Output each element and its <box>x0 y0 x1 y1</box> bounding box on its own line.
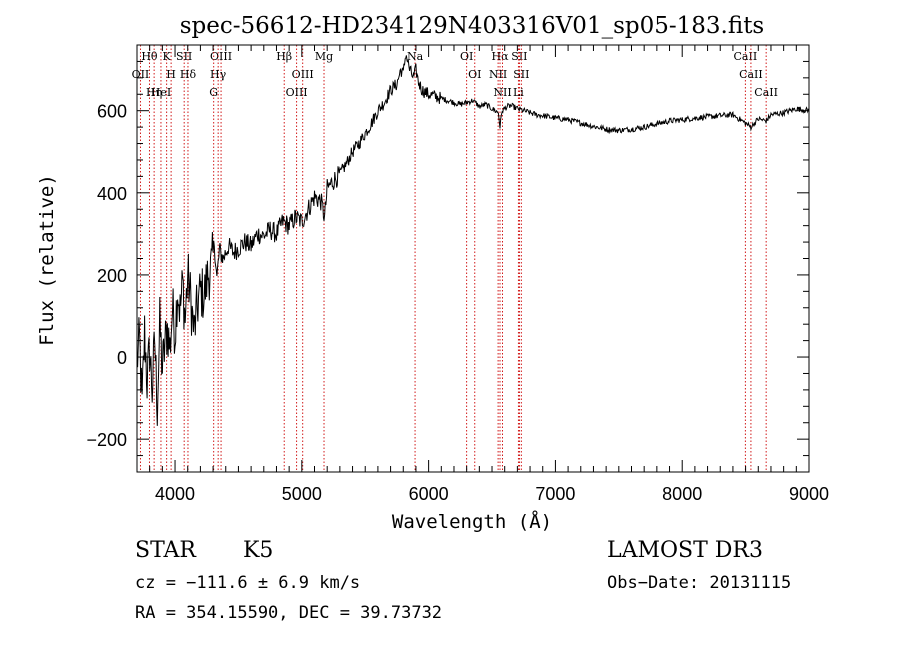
y-tick-label: 600 <box>97 102 127 122</box>
spectrum-layer <box>136 55 810 426</box>
line-marker-label-11: Hβ <box>276 50 292 63</box>
object-class: STAR <box>135 538 196 563</box>
x-tick-label: 8000 <box>662 484 702 504</box>
axes-layer: 4000 5000 6000 7000 8000 9000 −200 0 200 400 600 <box>86 44 829 504</box>
y-axis-label: Flux (relative) <box>36 174 58 346</box>
survey-name: LAMOST DR3 <box>607 538 763 563</box>
line-marker-label-23: Li <box>513 86 524 99</box>
line-marker-label-10: G <box>209 86 218 99</box>
plot-frame <box>136 44 810 473</box>
line-marker-label-13: OIII <box>286 86 308 99</box>
line-marker-label-15: Na <box>407 50 424 63</box>
y-tick-label: 0 <box>117 348 127 368</box>
y-tick-label: 200 <box>97 266 127 286</box>
line-marker-label-2: HeI <box>151 86 171 99</box>
line-marker-label-16: OI <box>460 50 473 63</box>
x-tick-label: 4000 <box>155 484 195 504</box>
line-marker-label-0: Hθ <box>141 50 158 63</box>
line-marker-label-21: SII <box>511 50 527 63</box>
spectrum-line <box>136 55 810 426</box>
line-marker-label-26: CaII <box>754 86 778 99</box>
line-marker-label-25: CaII <box>739 68 763 81</box>
line-marker-label-22: SII <box>513 68 529 81</box>
coordinates: RA = 354.15590, DEC = 39.73732 <box>135 603 443 623</box>
x-tick-label: 6000 <box>409 484 449 504</box>
line-marker-label-19: NII <box>489 68 507 81</box>
x-tick-label: 7000 <box>535 484 575 504</box>
observation-date: Obs−Date: 20131115 <box>607 573 792 593</box>
line-marker-label-20: NII <box>493 86 511 99</box>
line-marker-label-5: H <box>166 68 176 81</box>
y-tick-label: −200 <box>86 430 127 450</box>
subclass: K5 <box>243 538 274 563</box>
line-marker-label-4: K <box>163 50 172 63</box>
y-tick-label: 400 <box>97 184 127 204</box>
x-axis-label: Wavelength (Å) <box>392 510 552 533</box>
line-marker-label-8: OIII <box>210 50 232 63</box>
line-marker-label-12: OIII <box>292 68 314 81</box>
redshift-velocity: cz = −111.6 ± 6.9 km/s <box>135 573 361 593</box>
line-marker-label-17: OI <box>468 68 481 81</box>
chart-title: spec-56612-HD234129N403316V01_sp05-183.f… <box>180 13 765 39</box>
x-tick-label: 9000 <box>789 484 829 504</box>
line-marker-label-1: OII <box>132 68 150 81</box>
line-marker-label-24: CaII <box>734 50 758 63</box>
line-marker-label-6: SII <box>176 50 192 63</box>
line-marker-label-3: Hη <box>146 86 162 99</box>
line-marker-label-7: Hδ <box>180 68 197 81</box>
line-marker-label-9: Hγ <box>210 68 227 81</box>
line-marker-label-14: Mg <box>315 50 333 63</box>
x-tick-label: 5000 <box>282 484 322 504</box>
line-marker-label-18: Hα <box>491 50 509 63</box>
